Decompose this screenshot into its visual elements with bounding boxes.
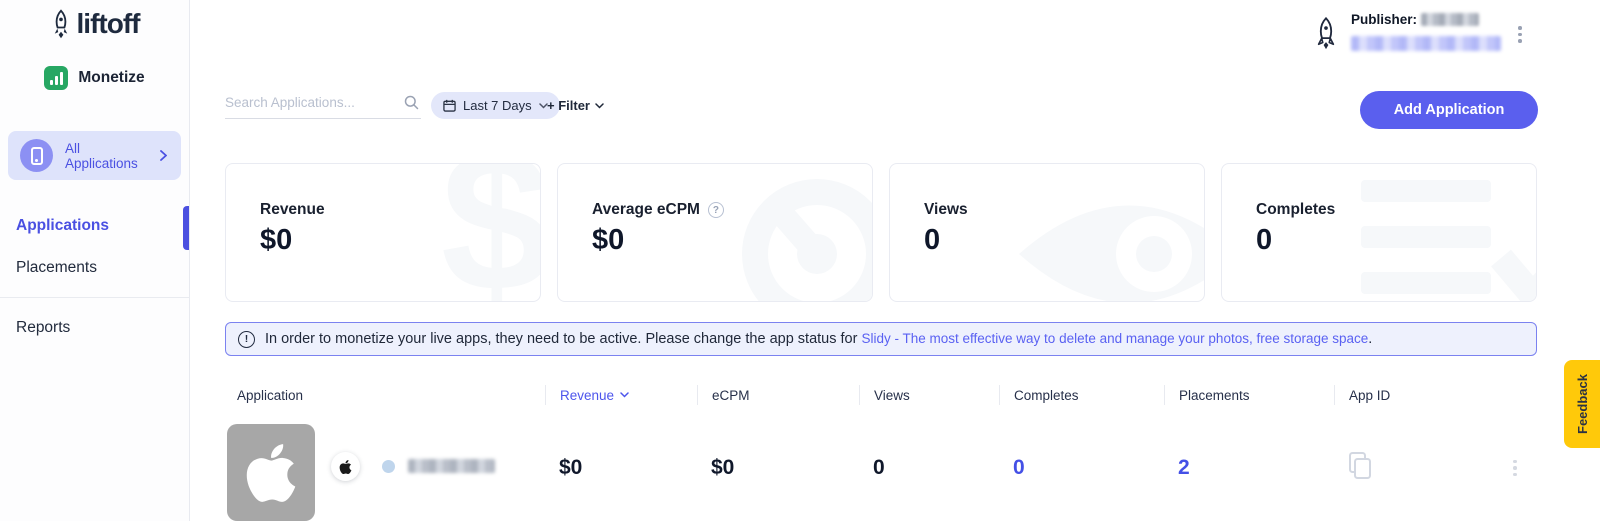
active-nav-indicator — [183, 206, 189, 250]
feedback-tab[interactable]: Feedback — [1564, 360, 1600, 448]
stat-value: 0 — [1256, 224, 1273, 256]
alert-message: In order to monetize your live apps, the… — [265, 331, 1372, 347]
stat-title: Completes — [1256, 201, 1336, 218]
chevron-down-icon — [595, 102, 604, 109]
publisher-info: Publisher: — [1351, 12, 1501, 51]
col-app-id[interactable]: App ID — [1334, 385, 1475, 405]
feedback-label: Feedback — [1574, 374, 1590, 434]
status-alert-banner: ! In order to monetize your live apps, t… — [225, 322, 1537, 356]
applications-table-header: Application Revenue eCPM Views Completes… — [225, 375, 1537, 415]
monetize-chart-icon — [44, 66, 69, 90]
search-input[interactable] — [225, 88, 395, 116]
publisher-rocket-icon — [1317, 16, 1335, 50]
platform-apple-badge — [331, 452, 360, 481]
chevron-right-icon — [160, 150, 167, 161]
product-label: Monetize — [78, 69, 145, 86]
all-applications-selector[interactable]: All Applications — [8, 131, 181, 180]
liftoff-logo: liftoff — [0, 8, 189, 40]
chevron-down-icon — [538, 102, 548, 109]
publisher-label: Publisher: — [1351, 12, 1418, 27]
all-applications-label: All Applications — [65, 140, 138, 171]
eye-watermark — [1019, 205, 1204, 301]
cell-views: 0 — [873, 456, 885, 479]
status-dot — [382, 460, 395, 473]
application-row: $0 $0 0 0 2 — [225, 415, 1537, 521]
search-applications-field — [225, 88, 421, 119]
alert-message-text: In order to monetize your live apps, the… — [265, 331, 858, 347]
col-placements[interactable]: Placements — [1164, 385, 1334, 405]
publisher-email-redacted — [1351, 36, 1501, 51]
sidebar-item-placements[interactable]: Placements — [16, 259, 97, 276]
stat-value: $0 — [260, 224, 293, 256]
cell-ecpm: $0 — [711, 456, 735, 479]
calendar-icon — [443, 99, 456, 112]
search-icon — [404, 95, 419, 110]
col-revenue-label: Revenue — [560, 387, 615, 403]
ecpm-watermark — [742, 179, 872, 301]
rocket-icon — [54, 9, 67, 39]
cell-actions — [1475, 459, 1537, 477]
sort-chevron-down-icon — [620, 392, 629, 398]
publisher-name-redacted — [1421, 13, 1480, 26]
sidebar-divider — [0, 297, 190, 298]
add-application-button[interactable]: Add Application — [1360, 91, 1538, 129]
row-menu-kebab[interactable] — [1493, 459, 1537, 477]
app-status-link[interactable]: Slidy - The most effective way to delete… — [861, 331, 1369, 346]
exclamation-icon: ! — [238, 330, 255, 348]
cell-completes[interactable]: 0 — [1013, 456, 1025, 479]
application-cell[interactable] — [225, 415, 545, 521]
sidebar-item-applications[interactable]: Applications — [16, 217, 110, 234]
filter-button[interactable]: + Filter — [547, 92, 604, 119]
col-ecpm[interactable]: eCPM — [697, 385, 859, 405]
dollar-watermark: $ — [440, 163, 541, 302]
cell-placements[interactable]: 2 — [1178, 456, 1190, 479]
stat-card-views: Views 0 — [889, 163, 1205, 302]
cell-app-id — [1334, 451, 1475, 486]
filter-label: + Filter — [547, 98, 590, 113]
col-views[interactable]: Views — [859, 385, 999, 405]
stat-value: $0 — [592, 224, 625, 256]
stat-title: Revenue — [260, 201, 325, 218]
sidebar-item-reports[interactable]: Reports — [16, 319, 71, 336]
app-icon-apple — [227, 424, 315, 521]
date-range-label: Last 7 Days — [463, 98, 532, 113]
stat-card-ecpm: Average eCPM ? $0 — [557, 163, 873, 302]
account-menu-kebab[interactable] — [1518, 26, 1522, 43]
stat-card-completes: Completes 0 — [1221, 163, 1537, 302]
stat-title-text: Average eCPM — [592, 201, 700, 218]
product-monetize: Monetize — [0, 66, 189, 90]
phone-icon — [20, 139, 53, 172]
checklist-watermark — [1361, 180, 1536, 301]
col-revenue[interactable]: Revenue — [545, 385, 697, 405]
stat-card-revenue: $ Revenue $0 — [225, 163, 541, 302]
app-name-redacted — [408, 459, 495, 473]
alert-suffix: . — [1368, 331, 1373, 347]
date-range-dropdown[interactable]: Last 7 Days — [431, 92, 560, 119]
col-actions — [1475, 385, 1537, 405]
col-application[interactable]: Application — [237, 387, 304, 403]
stat-title: Views — [924, 201, 968, 218]
copy-app-id-icon[interactable] — [1346, 451, 1374, 481]
stat-title: Average eCPM ? — [592, 201, 724, 219]
logo-wordmark: liftoff — [76, 8, 141, 39]
sidebar: liftoff Monetize All Applications Applic… — [0, 0, 190, 521]
col-completes[interactable]: Completes — [999, 385, 1164, 405]
stat-value: 0 — [924, 224, 941, 256]
cell-revenue: $0 — [559, 456, 583, 479]
help-icon[interactable]: ? — [707, 202, 724, 218]
